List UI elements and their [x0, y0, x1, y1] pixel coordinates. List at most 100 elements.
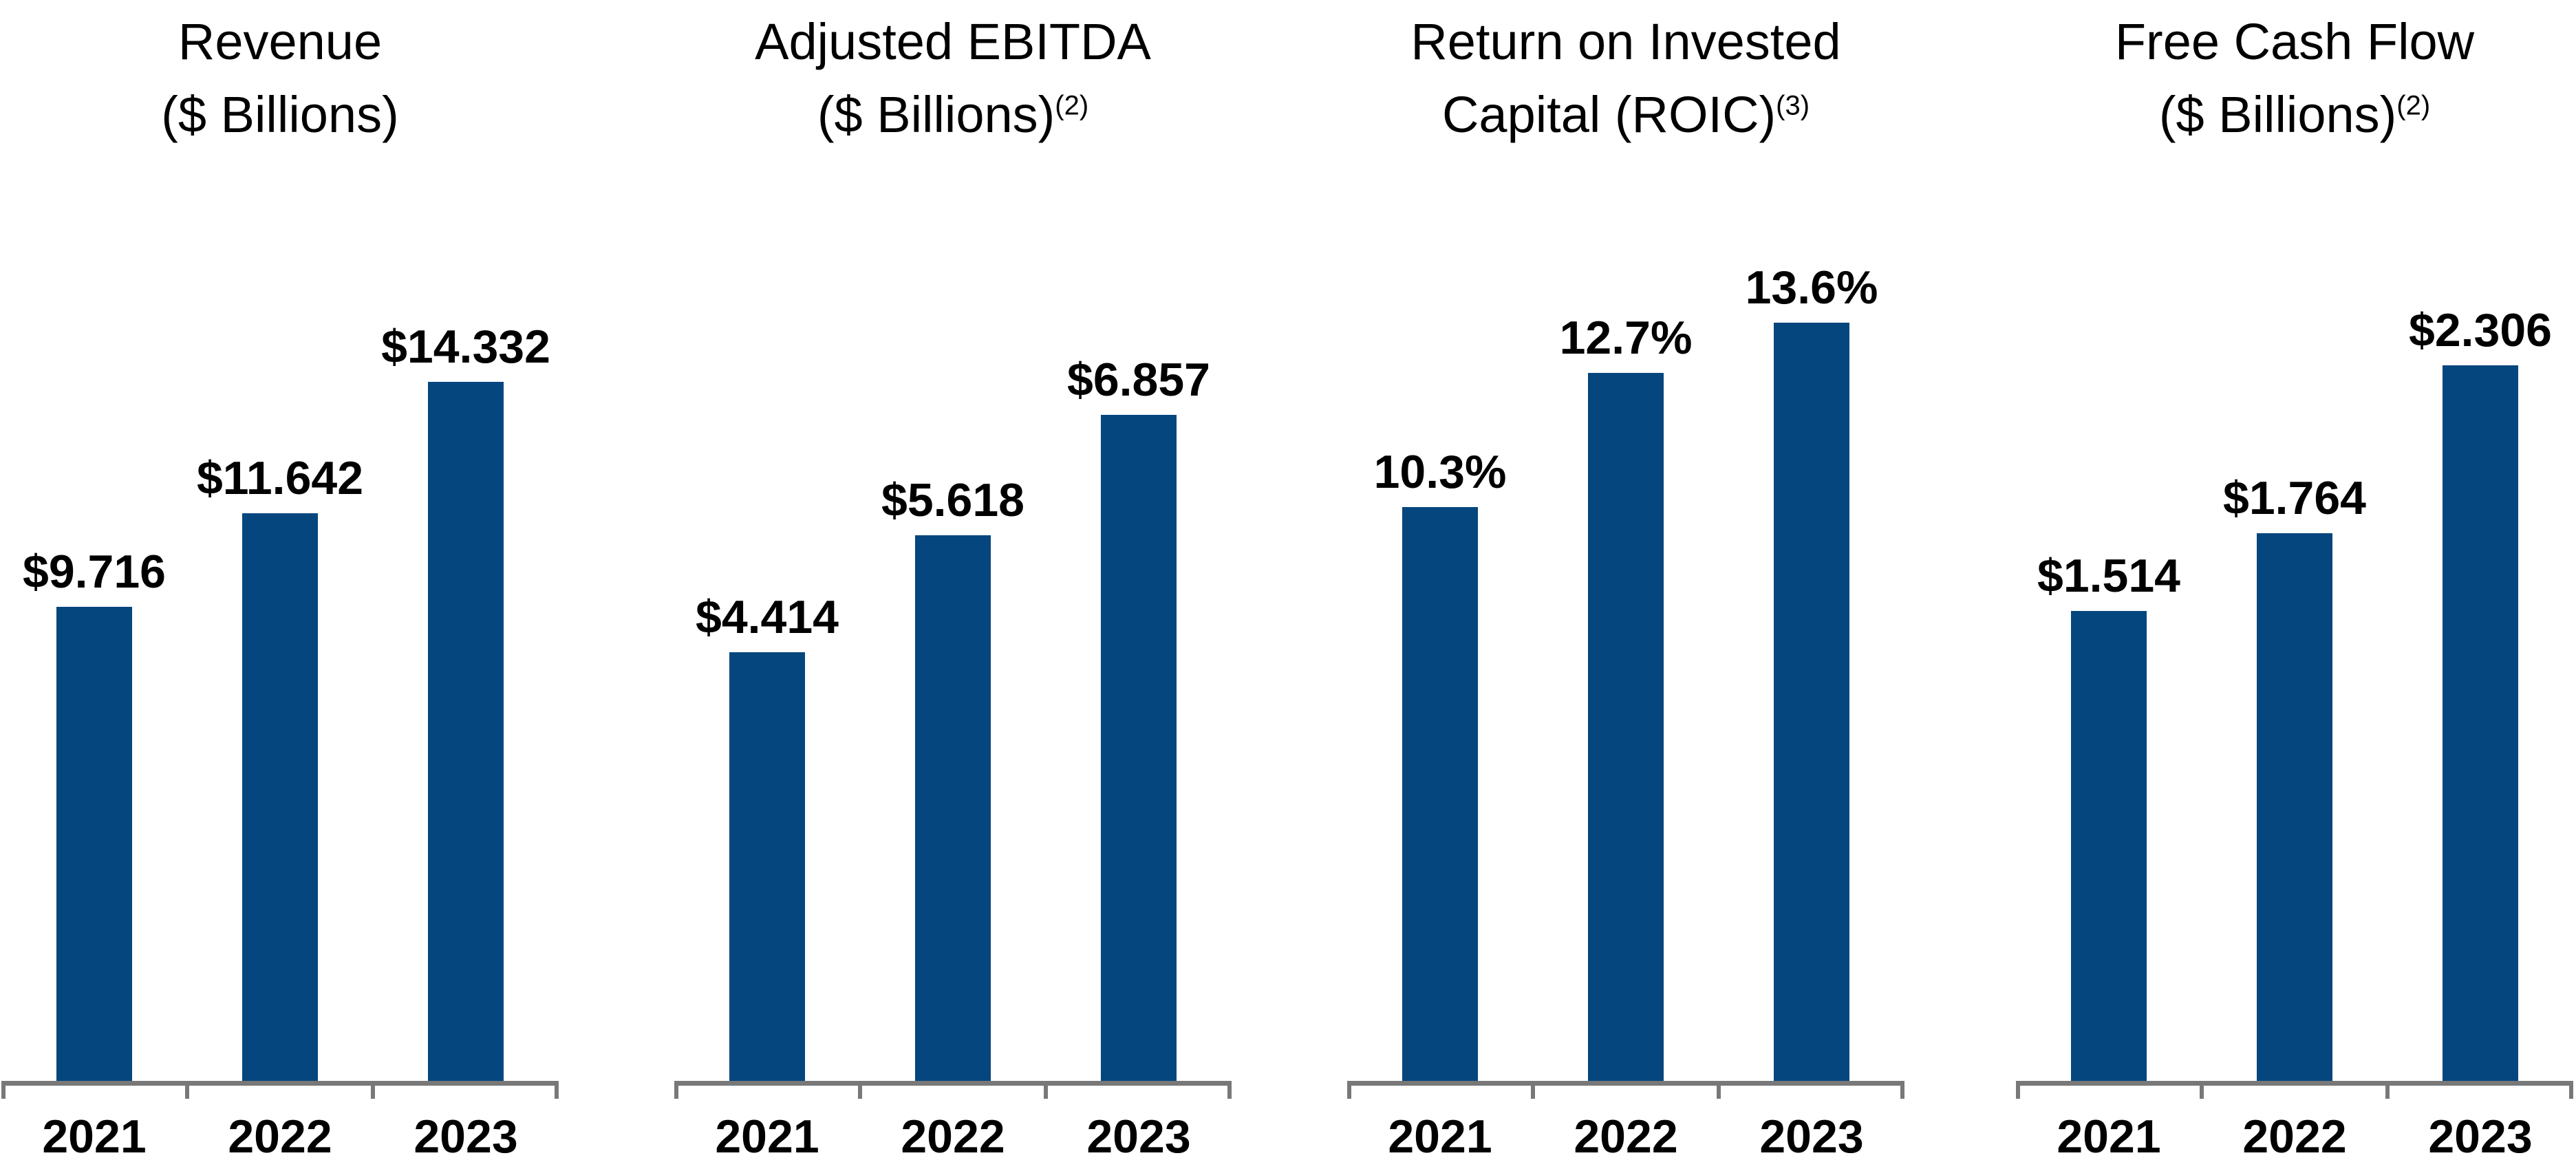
bar-value-label: $1.764: [2223, 472, 2366, 524]
bar-group-2021: 10.3%: [1347, 445, 1533, 1081]
bar-group-2022: $5.618: [860, 473, 1046, 1081]
chart-title-line2-text: ($ Billions): [2158, 86, 2397, 143]
axis-tick: [2016, 1081, 2020, 1099]
chart-roic: Return on Invested Capital (ROIC)(3) 10.…: [1347, 0, 1904, 1171]
bar-2022: [242, 513, 318, 1081]
axis-tick: [1, 1081, 6, 1099]
chart-title-line1: Return on Invested: [1410, 13, 1841, 70]
chart-title-line2-text: Capital (ROIC): [1441, 86, 1777, 143]
axis-tick: [2200, 1081, 2204, 1099]
bar-2023: [1774, 323, 1849, 1081]
chart-title-line2-text: ($ Billions): [161, 86, 399, 143]
axis-tick: [1717, 1081, 1721, 1099]
axis-tick: [2569, 1081, 2573, 1099]
year-label: 2022: [901, 1110, 1005, 1163]
year-label: 2021: [2057, 1110, 2161, 1163]
chart-title: Revenue ($ Billions): [1, 6, 559, 151]
bar-2021: [2071, 611, 2147, 1081]
year-label: 2023: [2428, 1110, 2533, 1163]
bar-group-2021: $9.716: [1, 545, 187, 1081]
bar-group-2023: $14.332: [373, 320, 559, 1081]
bar-value-label: 13.6%: [1745, 261, 1878, 314]
bar-2022: [915, 535, 991, 1081]
bar-group-2021: $1.514: [2016, 549, 2202, 1081]
x-axis-line: [2016, 1081, 2573, 1086]
chart-title: Adjusted EBITDA ($ Billions)(2): [674, 6, 1232, 151]
x-axis-labels: 2021 2022 2023: [674, 1109, 1232, 1164]
year-label: 2022: [228, 1110, 332, 1163]
plot-area: 10.3% 12.7% 13.6%: [1347, 0, 1904, 1081]
axis-tick: [371, 1081, 375, 1099]
bar-group-2023: 13.6%: [1719, 261, 1904, 1081]
bar-2023: [428, 382, 504, 1081]
chart-title-line1: Adjusted EBITDA: [755, 13, 1151, 70]
bar-2021: [1402, 507, 1478, 1081]
bar-value-label: $6.857: [1067, 354, 1210, 406]
x-axis-labels: 2021 2022 2023: [2016, 1109, 2573, 1164]
year-label: 2023: [1759, 1110, 1864, 1163]
x-axis-labels: 2021 2022 2023: [1347, 1109, 1904, 1164]
axis-tick: [674, 1081, 678, 1099]
bar-2023: [1101, 415, 1177, 1081]
x-axis-line: [1, 1081, 559, 1086]
plot-area: $9.716 $11.642 $14.332: [1, 0, 559, 1081]
chart-title-line2: ($ Billions): [1, 78, 559, 151]
bar-value-label: $2.306: [2409, 304, 2552, 356]
axis-tick: [1531, 1081, 1535, 1099]
bar-2021: [56, 607, 132, 1081]
axis-tick: [858, 1081, 862, 1099]
bar-group-2022: $1.764: [2202, 471, 2387, 1081]
axis-tick: [2385, 1081, 2390, 1099]
x-axis-line: [1347, 1081, 1904, 1086]
year-label: 2022: [2242, 1110, 2347, 1163]
bar-value-label: 10.3%: [1373, 446, 1507, 498]
chart-title-line1: Revenue: [178, 13, 383, 70]
bar-value-label: $11.642: [196, 452, 364, 504]
bar-value-label: $5.618: [881, 474, 1024, 526]
plot-area: $1.514 $1.764 $2.306: [2016, 0, 2573, 1081]
footnote-marker: (2): [2396, 90, 2431, 121]
year-label: 2021: [715, 1110, 819, 1163]
chart-revenue: Revenue ($ Billions) $9.716 $11.642 $14.…: [1, 0, 559, 1171]
year-label: 2023: [1086, 1110, 1191, 1163]
bar-value-label: $14.332: [381, 321, 550, 373]
axis-tick: [185, 1081, 189, 1099]
axis-tick: [1900, 1081, 1904, 1099]
x-axis-labels: 2021 2022 2023: [1, 1109, 559, 1164]
bar-group-2022: $11.642: [187, 451, 373, 1081]
bar-group-2021: $4.414: [674, 590, 860, 1081]
chart-free-cash-flow: Free Cash Flow ($ Billions)(2) $1.514 $1…: [2016, 0, 2573, 1171]
bar-value-label: $1.514: [2037, 550, 2180, 602]
axis-tick: [555, 1081, 559, 1099]
chart-title-line1: Free Cash Flow: [2114, 13, 2475, 70]
axis-tick: [1227, 1081, 1232, 1099]
chart-title-line2: Capital (ROIC)(3): [1347, 78, 1904, 151]
footnote-marker: (2): [1055, 90, 1089, 121]
axis-tick: [1347, 1081, 1351, 1099]
plot-area: $4.414 $5.618 $6.857: [674, 0, 1232, 1081]
chart-title-line2: ($ Billions)(2): [674, 78, 1232, 151]
chart-adjusted-ebitda: Adjusted EBITDA ($ Billions)(2) $4.414 $…: [674, 0, 1232, 1171]
x-axis-line: [674, 1081, 1232, 1086]
bar-group-2023: $6.857: [1046, 353, 1232, 1081]
bar-2022: [2257, 533, 2332, 1081]
chart-title-line2-text: ($ Billions): [817, 86, 1055, 143]
chart-title-line2: ($ Billions)(2): [2016, 78, 2573, 151]
bar-group-2023: $2.306: [2387, 303, 2573, 1081]
year-label: 2021: [42, 1110, 147, 1163]
bar-2022: [1588, 373, 1664, 1081]
chart-title: Free Cash Flow ($ Billions)(2): [2016, 6, 2573, 151]
chart-title: Return on Invested Capital (ROIC)(3): [1347, 6, 1904, 151]
year-label: 2021: [1388, 1110, 1492, 1163]
bar-2021: [729, 652, 805, 1081]
bar-value-label: 12.7%: [1559, 312, 1693, 364]
year-label: 2022: [1574, 1110, 1678, 1163]
bar-value-label: $9.716: [23, 546, 166, 598]
bar-value-label: $4.414: [696, 591, 839, 643]
axis-tick: [1044, 1081, 1048, 1099]
bar-2023: [2443, 365, 2518, 1081]
bar-group-2022: 12.7%: [1533, 311, 1719, 1081]
footnote-marker: (3): [1776, 90, 1810, 121]
year-label: 2023: [414, 1110, 518, 1163]
